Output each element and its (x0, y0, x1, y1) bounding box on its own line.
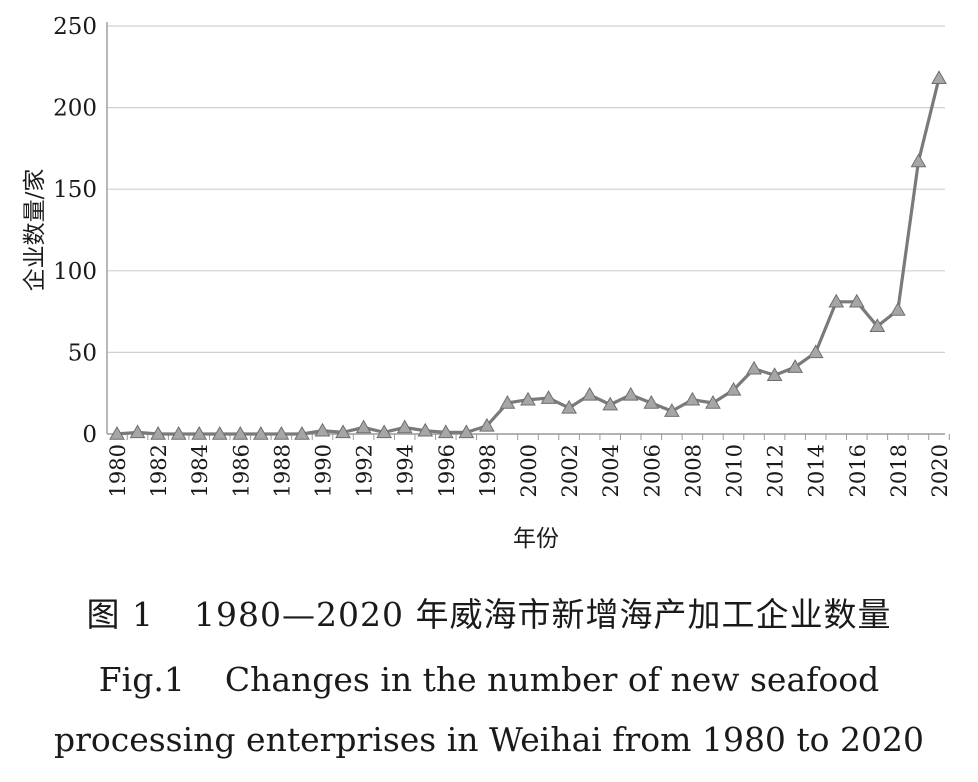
data-point-marker (355, 419, 372, 434)
x-tick-label: 1992 (353, 444, 377, 497)
x-tick-label: 2014 (805, 444, 829, 497)
series-markers (109, 70, 947, 440)
x-tick-label: 2018 (887, 444, 911, 497)
x-tick-label: 1984 (188, 444, 212, 497)
caption-chinese: 图 1 1980—2020 年威海市新增海产加工企业数量 (0, 588, 978, 636)
data-point-marker (150, 425, 166, 440)
x-tick-label: 1990 (312, 444, 336, 497)
x-tick-label: 1988 (270, 444, 294, 497)
data-point-marker (910, 153, 927, 168)
x-tick-label: 2020 (928, 444, 952, 497)
y-tick-label: 200 (53, 96, 97, 122)
data-point-marker (314, 422, 331, 437)
gridlines (107, 25, 945, 353)
data-point-marker (458, 424, 475, 439)
data-point-marker (479, 417, 495, 432)
data-point-marker (622, 386, 639, 401)
x-tick-label: 1996 (435, 444, 459, 497)
data-point-marker (725, 381, 742, 396)
y-axis-label: 企业数量/家 (22, 169, 48, 292)
data-point-marker (746, 360, 762, 375)
caption-en-line1: Changes in the number of new seafood (224, 660, 880, 699)
x-tick-label: 1998 (476, 444, 500, 497)
y-tick-labels: 0 50 100 150 200 250 (53, 14, 97, 448)
data-point-marker (170, 425, 187, 440)
data-point-marker (540, 390, 557, 404)
data-point-marker (581, 386, 598, 401)
x-tick-label: 2002 (558, 444, 582, 497)
x-tick-label: 1994 (394, 444, 418, 497)
x-tick-label: 2010 (723, 444, 747, 497)
caption-english-line2: processing enterprises in Weihai from 19… (0, 720, 978, 759)
data-point-marker (499, 394, 516, 409)
axes (106, 22, 950, 440)
x-tick-label: 2006 (640, 444, 664, 497)
data-point-marker (273, 425, 290, 440)
data-point-marker (335, 424, 351, 439)
x-tick-label: 2012 (764, 444, 788, 497)
y-tick-label: 100 (53, 259, 97, 285)
x-tick-label: 1986 (229, 444, 253, 497)
caption-zh-figure: 图 1 (86, 595, 155, 634)
data-point-marker (252, 425, 269, 440)
data-point-marker (109, 425, 125, 440)
data-point-marker (437, 424, 454, 439)
x-tick-label: 1982 (147, 444, 171, 497)
data-point-marker (376, 424, 393, 439)
data-point-marker (869, 318, 886, 333)
x-tick-label: 1980 (106, 444, 130, 497)
data-point-marker (191, 425, 208, 440)
x-tick-label: 2000 (517, 444, 541, 497)
line-chart: 0 50 100 150 200 250 1980 1982 1984 1986 1988 1990… (22, 14, 952, 552)
series-line-path (116, 77, 941, 436)
data-point-marker (561, 399, 577, 414)
data-point-marker (807, 344, 824, 359)
data-point-marker (787, 359, 804, 373)
data-point-marker (643, 394, 660, 409)
y-tick-label: 250 (53, 14, 97, 40)
x-tick-label: 2016 (846, 444, 870, 497)
x-tick-label: 2008 (681, 444, 705, 497)
caption-en-line2: processing enterprises in Weihai from 19… (53, 720, 925, 759)
data-point-marker (520, 391, 536, 406)
data-point-marker (828, 293, 845, 308)
data-point-marker (684, 391, 701, 406)
data-point-marker (848, 293, 865, 308)
caption-en-figure: Fig.1 (98, 660, 185, 699)
data-point-marker (602, 396, 619, 411)
caption-english-line1: Fig.1 Changes in the number of new seafoo… (0, 660, 978, 699)
data-point-marker (294, 425, 310, 440)
x-tick-label: 2004 (599, 444, 623, 497)
data-point-marker (931, 70, 947, 84)
data-point-marker (211, 425, 228, 440)
x-tick-labels: 1980 1982 1984 1986 1988 1990 1992 1994 1996 1998… (106, 444, 952, 497)
series-line (116, 77, 941, 436)
data-point-marker (890, 301, 906, 316)
data-point-marker (705, 394, 721, 409)
caption-zh-text: 1980—2020 年威海市新增海产加工企业数量 (194, 595, 892, 634)
y-tick-label: 50 (68, 340, 97, 366)
data-point-marker (766, 367, 783, 381)
data-point-marker (232, 425, 249, 440)
data-point-marker (129, 424, 146, 439)
data-point-marker (663, 403, 680, 417)
data-point-marker (396, 419, 413, 434)
data-point-marker (417, 422, 434, 437)
y-tick-label: 0 (82, 422, 97, 448)
x-axis-label: 年份 (513, 526, 559, 552)
y-tick-label: 150 (53, 177, 97, 203)
